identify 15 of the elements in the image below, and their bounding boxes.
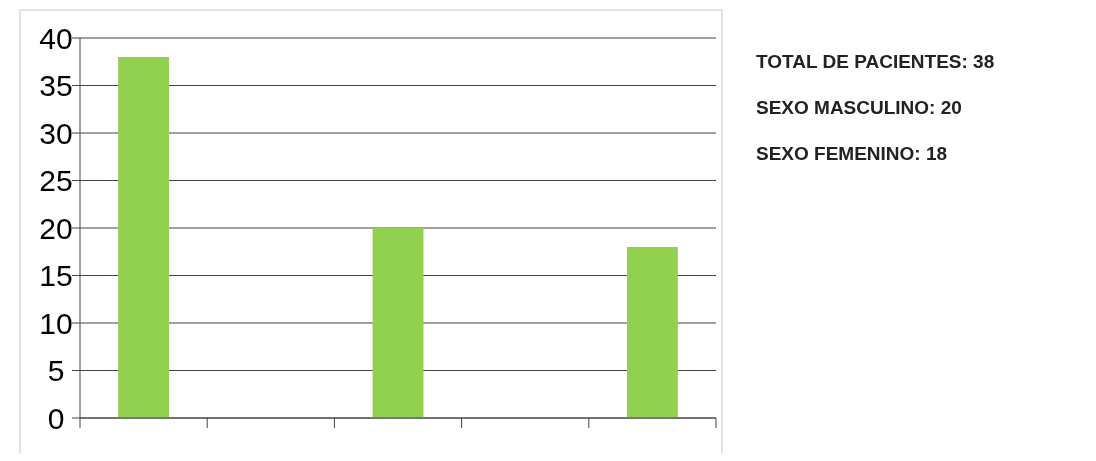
bar	[626, 247, 678, 418]
y-tick-label: 5	[47, 354, 65, 387]
text: TOTAL DE PACIENTES: 38	[756, 51, 995, 72]
text: SEXO MASCULINO: 20	[756, 97, 962, 118]
bar	[118, 57, 170, 418]
y-tick-label: 25	[39, 164, 73, 197]
y-tick-label: 10	[39, 306, 73, 340]
y-tick-label: 20	[39, 211, 73, 245]
text: SEXO FEMENINO: 18	[756, 143, 948, 164]
y-tick-label: 15	[39, 259, 73, 292]
y-tick-label: 30	[39, 116, 73, 150]
y-tick-label: 40	[39, 21, 73, 55]
bar	[372, 228, 424, 418]
y-tick-label: 35	[39, 69, 73, 102]
y-tick-label: 0	[47, 401, 65, 435]
